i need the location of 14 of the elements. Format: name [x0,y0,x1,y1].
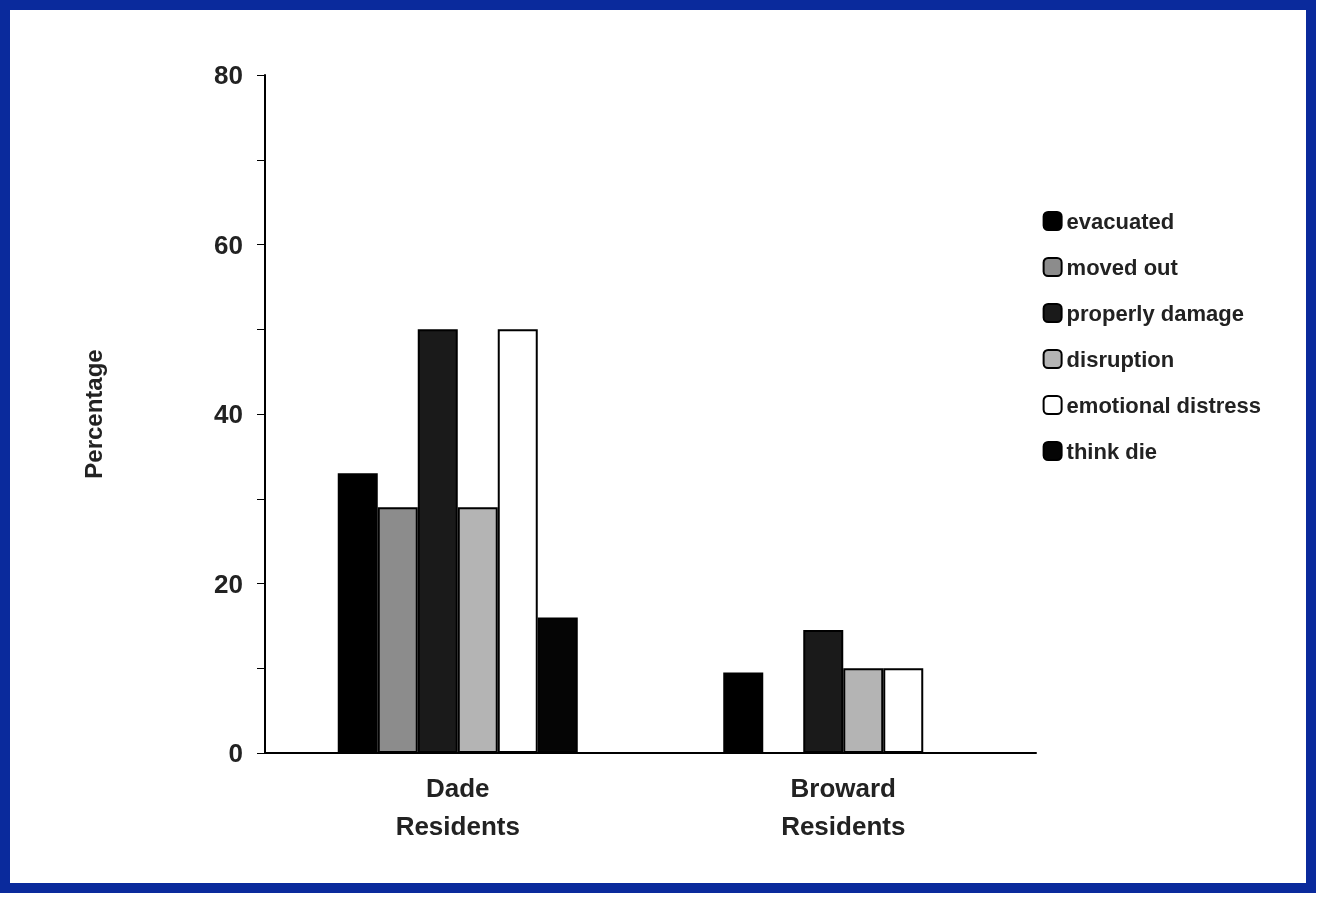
x-tick-label: Dade Residents [395,773,520,841]
y-tick-label: 20 [214,568,243,599]
legend-label: evacuated [1066,208,1175,234]
legend-label: properly damage [1066,300,1244,326]
y-tick-label: 40 [214,399,243,429]
legend-label: think die [1066,438,1158,464]
legend-label: disruption [1066,346,1175,372]
y-axis-title: Percentage [79,349,107,479]
y-tick-label: 0 [228,738,243,768]
y-tick-label: 60 [214,229,243,260]
legend-label: moved out [1066,254,1179,280]
x-tick-label: Broward Residents [781,773,906,841]
legend-label: emotional distress [1066,392,1261,418]
y-tick-label: 80 [214,60,243,90]
